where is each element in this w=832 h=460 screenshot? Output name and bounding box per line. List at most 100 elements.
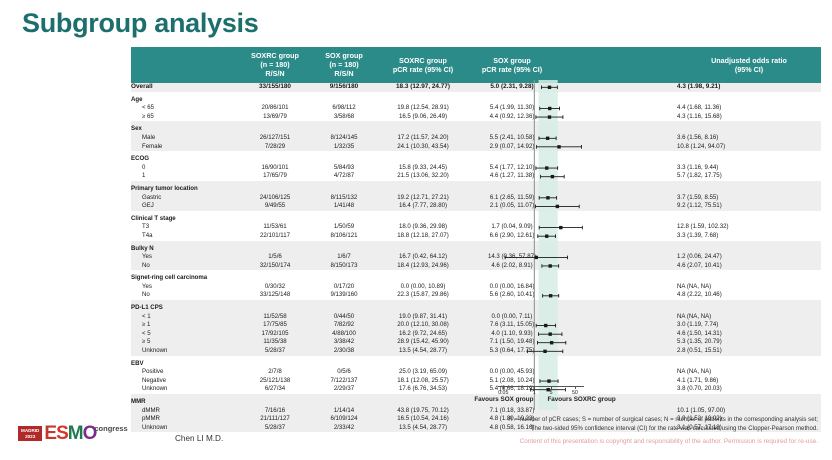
cell-odds-ratio: 4.3 (1.98, 9.21) bbox=[677, 83, 821, 92]
table-row: Unknown 5/28/37 2/33/42 13.5 (4.54, 28.77) 4… bbox=[131, 423, 821, 433]
cell-sox-pcr: 5.4 (0.66, 18.19) bbox=[469, 385, 555, 394]
cell-soxrc-rsn: 17/75/85 bbox=[239, 321, 311, 330]
cell-forest-marker bbox=[555, 95, 677, 105]
table-group-row: PD-L1 CPS bbox=[131, 304, 821, 313]
cell-odds-ratio bbox=[677, 214, 821, 224]
col-header-sox-rsn: SOX group (n = 180) R/S/N bbox=[311, 47, 377, 83]
cell-odds-ratio: 5.7 (1.82, 17.75) bbox=[677, 172, 821, 181]
cell-sox-rsn: 1/50/59 bbox=[311, 223, 377, 232]
row-label: Primary tumor location bbox=[131, 184, 239, 194]
row-label: Bulky N bbox=[131, 244, 239, 254]
row-label: Gastric bbox=[131, 193, 239, 203]
cell-odds-ratio: 3.3 (1.39, 7.68) bbox=[677, 231, 821, 241]
table-row: T3 11/53/61 1/50/59 18.0 (9.36, 29.98) 1.7 (… bbox=[131, 223, 821, 232]
cell-soxrc-rsn: 11/53/61 bbox=[239, 223, 311, 232]
cell-sox-rsn: 1/6/7 bbox=[311, 253, 377, 262]
cell-sox-pcr bbox=[469, 155, 555, 164]
cell-soxrc-pcr: 24.1 (10.30, 43.54) bbox=[377, 142, 469, 152]
cell-soxrc-pcr bbox=[377, 95, 469, 105]
table-spacer-row bbox=[131, 300, 821, 305]
cell-sox-rsn bbox=[311, 359, 377, 369]
table-row: Unknown 5/28/37 2/30/38 13.5 (4.54, 28.77) 5… bbox=[131, 347, 821, 356]
cell-soxrc-pcr: 19.0 (9.87, 31.41) bbox=[377, 312, 469, 322]
row-label: Unknown bbox=[131, 347, 239, 356]
cell-soxrc-pcr bbox=[377, 125, 469, 134]
cell-odds-ratio: 12.8 (1.59, 102.32) bbox=[677, 223, 821, 232]
cell-forest-marker bbox=[555, 125, 677, 134]
col-header-sox-rsn-l1: SOX group bbox=[325, 51, 363, 60]
row-label: Unknown bbox=[131, 423, 239, 433]
col-header-soxrc-pcr-l2: pCR rate (95% CI) bbox=[392, 64, 454, 74]
table-group-row: Bulky N bbox=[131, 244, 821, 254]
cell-sox-pcr: 0.0 (0.00, 45.93) bbox=[469, 368, 555, 377]
table-body: Overall 33/155/180 9/156/180 18.3 (12.97, 2… bbox=[131, 83, 821, 433]
row-label: ≥ 65 bbox=[131, 112, 239, 122]
cell-soxrc-pcr: 13.5 (4.54, 28.77) bbox=[377, 423, 469, 433]
cell-sox-rsn: 8/115/132 bbox=[311, 193, 377, 203]
footnote-line-2: The two-sided 95% confidence interval (C… bbox=[530, 425, 818, 432]
cell-soxrc-pcr: 20.0 (12.10, 30.08) bbox=[377, 321, 469, 330]
esmo-brand-logo: MADRID 2023 ESMOcongress bbox=[18, 424, 128, 446]
cell-forest-marker bbox=[555, 193, 677, 203]
table-spacer-row bbox=[131, 151, 821, 156]
cell-sox-rsn: 2/29/37 bbox=[311, 385, 377, 394]
cell-forest-marker bbox=[555, 359, 677, 369]
row-label: Yes bbox=[131, 253, 239, 262]
page-title: Subgroup analysis bbox=[22, 8, 259, 38]
table-row: Negative 25/121/138 7/122/137 18.1 (12.08, … bbox=[131, 376, 821, 386]
cell-sox-rsn: 1/32/35 bbox=[311, 142, 377, 152]
cell-soxrc-pcr: 13.5 (4.54, 28.77) bbox=[377, 347, 469, 356]
cell-soxrc-rsn bbox=[239, 398, 311, 407]
cell-odds-ratio bbox=[677, 244, 821, 254]
table-row: No 32/150/174 8/150/173 18.4 (12.93, 24.96)… bbox=[131, 261, 821, 271]
cell-sox-pcr: 5.3 (0.64, 17.75) bbox=[469, 347, 555, 356]
cell-sox-pcr bbox=[469, 184, 555, 194]
cell-sox-pcr: 5.1 (2.08, 10.24) bbox=[469, 376, 555, 386]
row-label: pMMR bbox=[131, 415, 239, 424]
cell-sox-pcr: 2.9 (0.07, 14.92) bbox=[469, 142, 555, 152]
col-header-odds-l1: Unadjusted odds ratio bbox=[711, 55, 787, 65]
cell-sox-pcr: 0.0 (0.00, 7.11) bbox=[469, 312, 555, 322]
table-row: No 33/125/148 9/139/160 22.3 (15.87, 29.86)… bbox=[131, 291, 821, 301]
cell-soxrc-rsn: 21/111/127 bbox=[239, 415, 311, 424]
row-label: Clinical T stage bbox=[131, 214, 239, 224]
cell-sox-rsn: 4/88/100 bbox=[311, 329, 377, 339]
favours-labels: Favours SOX group Favours SOXRC group bbox=[420, 396, 670, 403]
cell-odds-ratio: 4.6 (1.50, 14.31) bbox=[677, 329, 821, 339]
cell-sox-rsn bbox=[311, 244, 377, 254]
cell-sox-pcr: 6.1 (2.65, 11.59) bbox=[469, 193, 555, 203]
cell-odds-ratio: 3.0 (1.19, 7.74) bbox=[677, 321, 821, 330]
cell-soxrc-pcr bbox=[377, 304, 469, 313]
table-spacer-row bbox=[131, 355, 821, 360]
table-row: Yes 1/5/6 1/6/7 16.7 (0.42, 64.12) 14.3 (0.3… bbox=[131, 253, 821, 262]
cell-forest-marker bbox=[555, 261, 677, 271]
cell-sox-rsn: 2/33/42 bbox=[311, 423, 377, 433]
cell-odds-ratio: NA (NA, NA) bbox=[677, 282, 821, 292]
cell-forest-marker bbox=[555, 338, 677, 348]
row-label: Signet-ring cell carcinoma bbox=[131, 274, 239, 283]
table-row: ≥ 65 13/69/79 3/58/68 16.5 (9.06, 26.49) 4.4… bbox=[131, 112, 821, 122]
cell-soxrc-rsn: 26/127/151 bbox=[239, 133, 311, 143]
table-group-row: Clinical T stage bbox=[131, 214, 821, 224]
cell-sox-pcr bbox=[469, 398, 555, 407]
esmo-wordmark: ESMO bbox=[44, 423, 97, 444]
cell-soxrc-rsn bbox=[239, 125, 311, 134]
cell-sox-pcr bbox=[469, 304, 555, 313]
cell-sox-rsn bbox=[311, 95, 377, 105]
cell-soxrc-pcr bbox=[377, 155, 469, 164]
cell-odds-ratio bbox=[677, 359, 821, 369]
table-spacer-row bbox=[131, 240, 821, 245]
cell-forest-marker bbox=[555, 304, 677, 313]
cell-sox-rsn: 7/82/92 bbox=[311, 321, 377, 330]
cell-forest-marker bbox=[555, 385, 677, 394]
cell-sox-pcr: 7.1 (1.50, 19.48) bbox=[469, 338, 555, 348]
cell-soxrc-rsn bbox=[239, 244, 311, 254]
cell-sox-rsn: 8/106/121 bbox=[311, 231, 377, 241]
axis-tick bbox=[534, 386, 536, 389]
cell-soxrc-rsn: 11/52/58 bbox=[239, 312, 311, 322]
cell-sox-rsn: 3/58/68 bbox=[311, 112, 377, 122]
col-header-sox-pcr-l1: SOX group bbox=[493, 55, 531, 65]
row-label: Sex bbox=[131, 125, 239, 134]
row-label: No bbox=[131, 261, 239, 271]
cell-sox-pcr: 1.7 (0.04, 9.09) bbox=[469, 223, 555, 232]
